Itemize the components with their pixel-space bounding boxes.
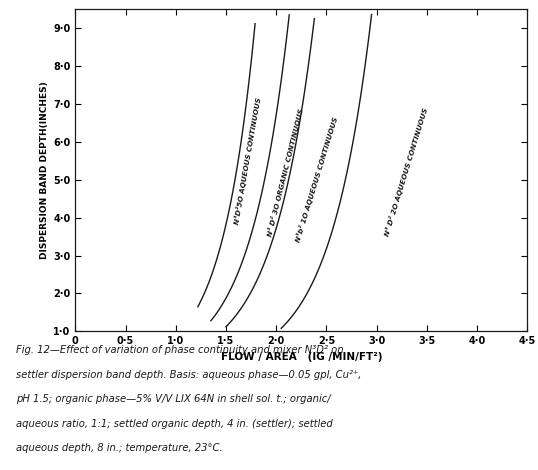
- Y-axis label: DISPERSION BAND DEPTH(INCHES): DISPERSION BAND DEPTH(INCHES): [40, 81, 49, 259]
- Text: aqueous depth, 8 in.; temperature, 23°C.: aqueous depth, 8 in.; temperature, 23°C.: [16, 443, 223, 453]
- Text: settler dispersion band depth. Basis: aqueous phase—0.05 gpl, Cu²⁺,: settler dispersion band depth. Basis: aq…: [16, 370, 362, 380]
- X-axis label: FLOW / AREA   (IG /MIN/FT²): FLOW / AREA (IG /MIN/FT²): [221, 352, 382, 362]
- Text: N³b² 1O AQUEOUS CONTINUOUS: N³b² 1O AQUEOUS CONTINUOUS: [294, 116, 339, 243]
- Text: Fig. 12—Effect of variation of phase continuity and mixer N³D² on: Fig. 12—Effect of variation of phase con…: [16, 345, 344, 355]
- Text: N³D²5O AQUEOUS CONTINUOUS: N³D²5O AQUEOUS CONTINUOUS: [233, 97, 263, 225]
- Text: aqueous ratio, 1:1; settled organic depth, 4 in. (settler); settled: aqueous ratio, 1:1; settled organic dept…: [16, 419, 333, 429]
- Text: pH 1.5; organic phase—5% V/V LIX 64N in shell sol. t.; organic/: pH 1.5; organic phase—5% V/V LIX 64N in …: [16, 394, 331, 404]
- Text: N³ D² 3O ORGANIC CONTINUOUS: N³ D² 3O ORGANIC CONTINUOUS: [267, 108, 305, 237]
- Text: N³ D² 2O AQUEOUS CONTINUOUS: N³ D² 2O AQUEOUS CONTINUOUS: [384, 107, 430, 237]
